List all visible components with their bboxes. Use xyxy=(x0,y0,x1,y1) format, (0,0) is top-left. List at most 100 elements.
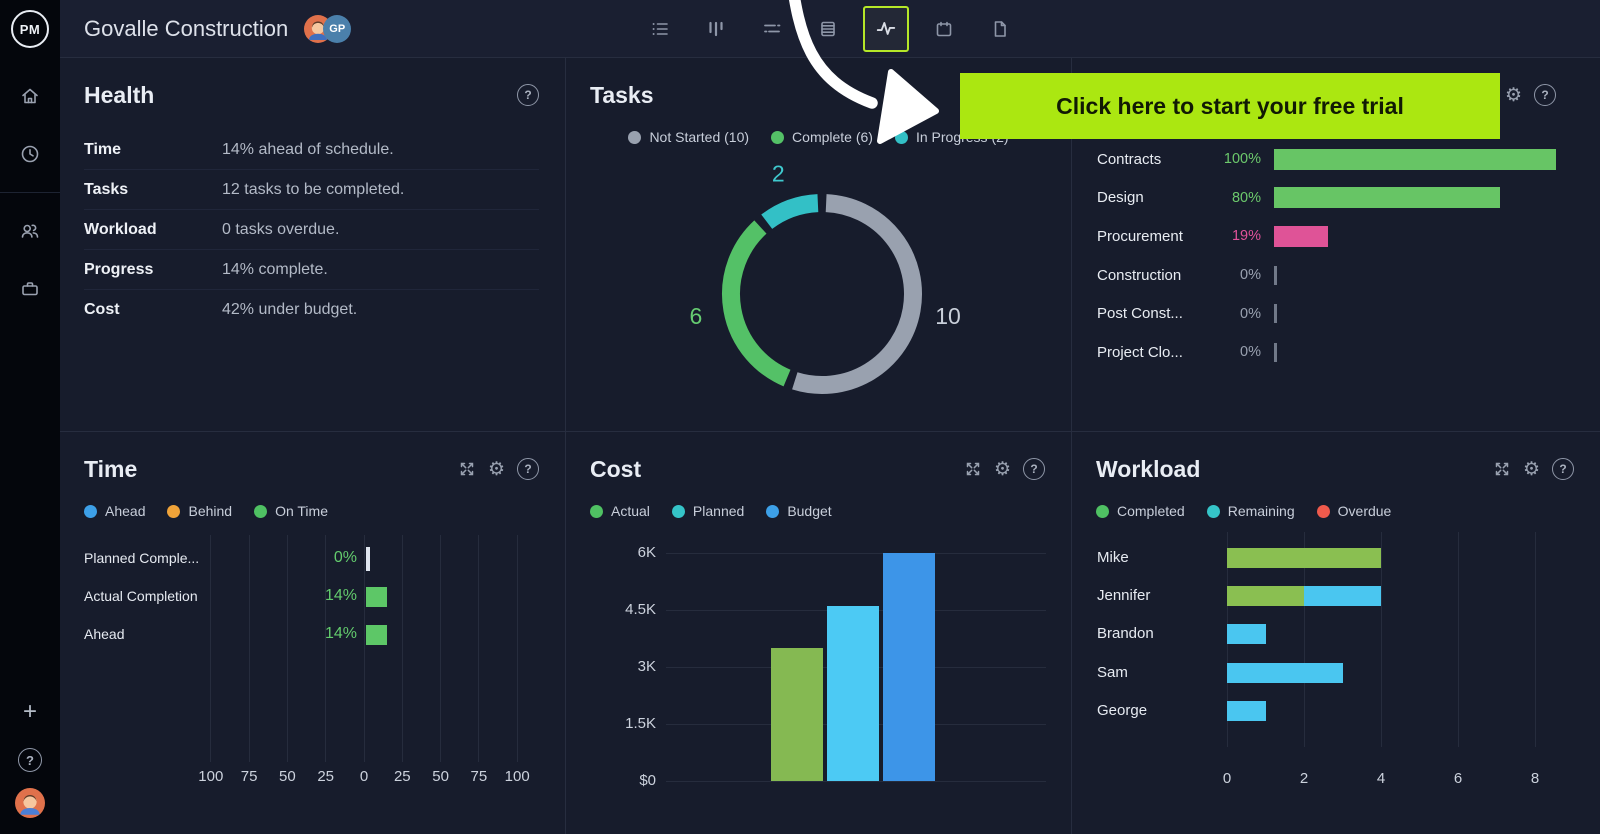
panel-title-time: Time xyxy=(84,455,138,482)
user-avatar[interactable] xyxy=(15,788,45,818)
phase-percent: 19% xyxy=(1231,228,1261,245)
legend-dot-icon xyxy=(1096,504,1109,518)
expand-icon[interactable] xyxy=(1493,460,1511,478)
panel-workload: Workload ⚙ ? Completed Remaining Overdue 0… xyxy=(1072,432,1600,834)
legend-item[interactable]: Remaining xyxy=(1206,503,1295,519)
gear-icon[interactable]: ⚙ xyxy=(1522,458,1540,480)
nav-time-button[interactable] xyxy=(10,134,50,174)
x-axis-tick-label: 8 xyxy=(1530,770,1540,787)
donut-segment-complete xyxy=(722,220,791,387)
x-axis-tick-label: 25 xyxy=(317,768,335,785)
donut-value-label: 10 xyxy=(935,303,961,329)
help-icon[interactable]: ? xyxy=(517,84,539,106)
phase-bar-track xyxy=(1274,342,1556,363)
gridline xyxy=(1534,532,1536,747)
legend-dot-icon xyxy=(771,130,785,144)
help-icon[interactable]: ? xyxy=(1552,458,1574,480)
legend-item[interactable]: Behind xyxy=(167,503,232,519)
legend-label: Remaining xyxy=(1227,503,1295,519)
x-axis-tick-label: 100 xyxy=(504,768,530,785)
gridline xyxy=(363,535,365,762)
phase-row: Design 80% xyxy=(1072,179,1600,218)
sidebar-help-icon[interactable]: ? xyxy=(18,748,42,772)
legend-item[interactable]: Budget xyxy=(766,503,832,519)
pm-logo[interactable]: PM xyxy=(0,0,60,58)
gridline xyxy=(516,535,518,762)
legend-item[interactable]: Completed xyxy=(1096,503,1185,519)
view-tabs xyxy=(639,5,1021,52)
phase-zero-tick xyxy=(1274,342,1277,362)
help-icon[interactable]: ? xyxy=(1534,84,1556,106)
phase-bar-track xyxy=(1274,225,1556,247)
legend-dot-icon xyxy=(254,504,268,518)
member-avatars: GP xyxy=(304,14,352,43)
phase-row: Construction 0% xyxy=(1072,256,1600,295)
health-row-value: 0 tasks overdue. xyxy=(222,220,340,238)
legend-dot-icon xyxy=(590,504,603,518)
x-axis-tick-label: 50 xyxy=(279,768,296,785)
workload-bar-remaining xyxy=(1227,663,1343,683)
legend-item[interactable]: Not Started (10) xyxy=(628,129,749,145)
time-value-label: 14% xyxy=(324,587,357,604)
avatar-face-icon xyxy=(309,21,328,40)
legend-item[interactable]: Ahead xyxy=(84,503,145,519)
workload-legend: Completed Remaining Overdue xyxy=(1096,503,1576,519)
nav-portfolio-button[interactable] xyxy=(10,269,50,309)
activity-icon xyxy=(876,21,896,35)
nav-home-button[interactable] xyxy=(10,76,50,116)
phase-zero-tick xyxy=(1274,265,1277,285)
gridline xyxy=(440,535,442,762)
phase-percent: 100% xyxy=(1223,151,1261,168)
legend-dot-icon xyxy=(671,504,685,518)
workload-name-label: Brandon xyxy=(1097,625,1154,642)
expand-icon[interactable] xyxy=(458,460,476,478)
legend-label: Not Started (10) xyxy=(649,129,750,145)
view-board-button[interactable] xyxy=(695,8,737,50)
phase-label: Post Const... xyxy=(1097,305,1183,323)
legend-dot-icon xyxy=(766,504,780,518)
legend-item[interactable]: Complete (6) xyxy=(771,129,873,145)
y-axis-tick-label: 6K xyxy=(637,544,656,561)
help-icon[interactable]: ? xyxy=(1023,458,1045,480)
free-trial-banner[interactable]: Click here to start your free trial xyxy=(960,73,1500,139)
legend-dot-icon xyxy=(628,130,642,144)
phase-label: Project Clo... xyxy=(1097,343,1183,361)
phase-percent: 0% xyxy=(1240,267,1261,284)
pm-logo-text: PM xyxy=(11,10,49,48)
topbar: Govalle Construction GP xyxy=(60,0,1600,58)
nav-team-button[interactable] xyxy=(10,211,50,251)
filter-lines-icon xyxy=(764,24,781,32)
y-axis-tick-label: $0 xyxy=(639,772,656,789)
view-dashboard-button[interactable] xyxy=(863,5,909,52)
view-report-button[interactable] xyxy=(979,8,1021,50)
briefcase-icon xyxy=(22,282,38,296)
help-icon[interactable]: ? xyxy=(517,458,539,480)
board-icon xyxy=(709,21,723,36)
health-row-value: 14% ahead of schedule. xyxy=(222,140,394,158)
x-axis-tick-label: 2 xyxy=(1299,770,1309,787)
time-bar xyxy=(366,587,388,607)
legend-label: Budget xyxy=(787,503,832,519)
gridline xyxy=(666,553,1046,554)
gear-icon[interactable]: ⚙ xyxy=(487,458,505,480)
phase-row: Project Clo... 0% xyxy=(1072,333,1600,372)
member-avatar-gp[interactable]: GP xyxy=(323,14,352,43)
legend-item[interactable]: Actual xyxy=(590,503,650,519)
view-sheet-button[interactable] xyxy=(807,8,849,50)
legend-item[interactable]: Planned xyxy=(671,503,744,519)
panel-time: Time ⚙ ? Ahead Behind On Time 100 75 50 25 0 25… xyxy=(60,432,565,834)
gear-icon[interactable]: ⚙ xyxy=(1504,84,1522,106)
legend-item[interactable]: Overdue xyxy=(1316,503,1391,519)
legend-item[interactable]: On Time xyxy=(254,503,328,519)
view-list-button[interactable] xyxy=(639,8,681,50)
time-bar xyxy=(366,625,388,645)
time-legend: Ahead Behind On Time xyxy=(84,503,541,519)
view-gantt-button[interactable] xyxy=(751,8,793,50)
view-calendar-button[interactable] xyxy=(923,8,965,50)
expand-icon[interactable] xyxy=(964,460,982,478)
x-axis-tick-label: 6 xyxy=(1453,770,1463,787)
gear-icon[interactable]: ⚙ xyxy=(993,458,1011,480)
panel-cost: Cost ⚙ ? Actual Planned Budget 6K 4.5K 3K 1.5… xyxy=(566,432,1071,834)
gridline xyxy=(248,535,250,762)
add-button[interactable]: + xyxy=(10,692,50,732)
